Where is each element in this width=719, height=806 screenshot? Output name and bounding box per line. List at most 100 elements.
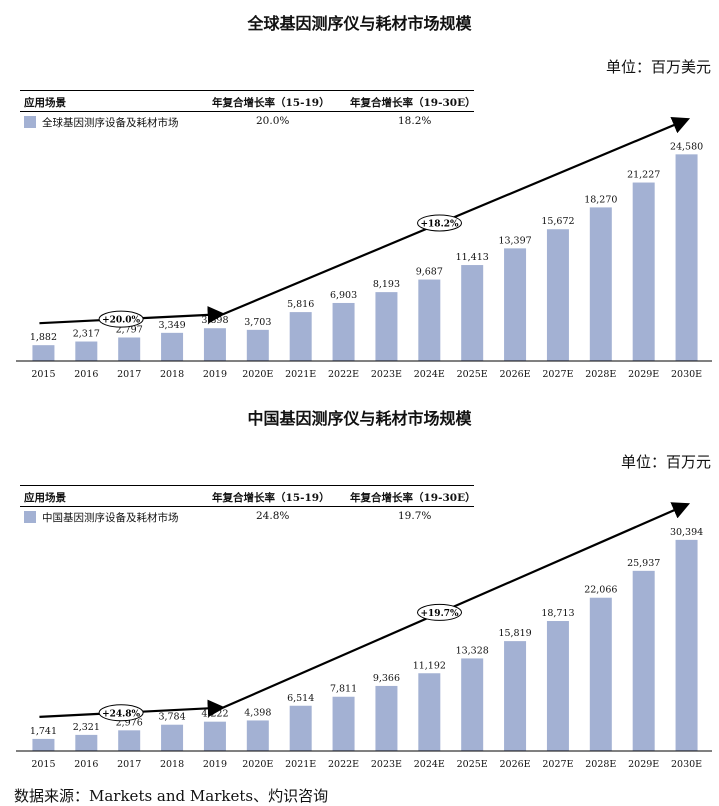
x-tick-label: 2023E [371, 369, 402, 380]
legend-series: 中国基因测序设备及耗材市场 [24, 510, 179, 525]
bar [461, 658, 484, 751]
data-label: 4,222 [201, 709, 228, 720]
legend-swatch [24, 511, 36, 523]
data-label: 6,903 [330, 290, 357, 301]
bar [203, 721, 226, 751]
data-label: 13,328 [456, 645, 489, 656]
unit-label: 单位：百万美元 [605, 58, 711, 76]
x-tick-label: 2016 [74, 759, 98, 770]
data-label: 3,349 [158, 320, 185, 331]
legend-header: 应用场景 年复合增长率（15-19） 年复合增长率（19-30E） [20, 90, 476, 112]
data-label: 18,270 [584, 194, 617, 205]
data-label: 11,192 [413, 660, 446, 671]
bar [161, 724, 184, 751]
source-note: 数据来源：Markets and Markets、灼识咨询 [14, 787, 329, 805]
chart-title: 全球基因测序仪与耗材市场规模 [247, 14, 472, 33]
bar [632, 182, 655, 361]
x-tick-label: 2030E [671, 759, 702, 770]
bar [589, 207, 612, 361]
x-tick-label: 2017 [117, 369, 141, 380]
bar [375, 292, 398, 361]
x-tick-label: 2022E [328, 369, 359, 380]
legend-cagr-2: 18.2% [398, 115, 432, 127]
bar [675, 539, 698, 751]
data-label: 2,321 [73, 722, 100, 733]
bar [675, 154, 698, 361]
bar [75, 734, 98, 751]
x-tick-label: 2020E [242, 759, 273, 770]
bar [375, 685, 398, 751]
bar [332, 696, 355, 751]
bar [32, 738, 55, 751]
x-tick-label: 2022E [328, 759, 359, 770]
data-label: 5,816 [287, 299, 314, 310]
x-tick-label: 2019 [203, 369, 227, 380]
bar [75, 341, 98, 361]
x-tick-label: 2025E [457, 369, 488, 380]
legend-header: 应用场景 年复合增长率（15-19） 年复合增长率（19-30E） [20, 485, 476, 507]
legend-table: 应用场景 年复合增长率（15-19） 年复合增长率（19-30E） 全球基因测序… [20, 90, 476, 132]
bar [546, 621, 569, 751]
data-label: 15,672 [541, 216, 574, 227]
bar [461, 265, 484, 361]
x-tick-label: 2027E [542, 369, 573, 380]
data-label: 21,227 [627, 170, 660, 181]
data-label: 7,811 [330, 684, 357, 695]
x-tick-label: 2028E [585, 759, 616, 770]
bar [332, 302, 355, 361]
data-label: 3,703 [244, 317, 271, 328]
legend-cagr-1: 24.8% [256, 510, 290, 522]
data-label: 6,514 [287, 693, 314, 704]
legend-cagr-2: 19.7% [398, 510, 432, 522]
x-tick-label: 2027E [542, 759, 573, 770]
data-label: 3,784 [158, 712, 185, 723]
bar [504, 641, 527, 751]
bar [504, 248, 527, 361]
data-label: 4,398 [244, 707, 271, 718]
data-label: 22,066 [584, 585, 617, 596]
x-tick-label: 2016 [74, 369, 98, 380]
legend-series-name: 中国基因测序设备及耗材市场 [42, 512, 179, 524]
china-chart: 中国基因测序仪与耗材市场规模 单位：百万元 应用场景 年复合增长率（15-19）… [0, 395, 719, 780]
bar [203, 328, 226, 361]
bar [118, 337, 141, 361]
data-label: 13,397 [498, 235, 531, 246]
legend-header-cagr-1: 年复合增长率（15-19） [212, 97, 330, 109]
x-tick-label: 2018 [160, 369, 184, 380]
cagr-annotation: +18.2% [417, 214, 463, 232]
legend-header-scene: 应用场景 [24, 492, 66, 504]
x-tick-label: 2018 [160, 759, 184, 770]
x-tick-label: 2021E [285, 369, 316, 380]
data-label: 25,937 [627, 558, 660, 569]
svg-text:+24.8%: +24.8% [102, 709, 140, 719]
x-tick-label: 2026E [500, 759, 531, 770]
plot-area: 1,882 2015 2,317 2016 2,797 2017 3,349 2018 3,89… [16, 116, 712, 380]
bar [589, 597, 612, 751]
bar [246, 329, 269, 361]
global-chart: 全球基因测序仪与耗材市场规模 单位：百万美元 应用场景 年复合增长率（15-19… [0, 0, 719, 390]
x-tick-label: 2019 [203, 759, 227, 770]
cagr-annotation: +19.7% [417, 603, 463, 621]
svg-text:+18.2%: +18.2% [421, 219, 459, 229]
bar [546, 229, 569, 361]
legend-series: 全球基因测序设备及耗材市场 [24, 115, 179, 130]
x-tick-label: 2017 [117, 759, 141, 770]
bar [118, 730, 141, 751]
x-tick-label: 2023E [371, 759, 402, 770]
data-label: 8,193 [373, 279, 400, 290]
bar [418, 279, 441, 361]
x-tick-label: 2029E [628, 369, 659, 380]
x-tick-label: 2015 [31, 369, 55, 380]
data-label: 1,741 [30, 726, 57, 737]
data-label: 2,317 [73, 329, 100, 340]
bar [418, 673, 441, 751]
data-label: 9,687 [416, 267, 443, 278]
x-tick-label: 2029E [628, 759, 659, 770]
bar [32, 345, 55, 361]
data-label: 2,976 [116, 717, 143, 728]
x-tick-label: 2030E [671, 369, 702, 380]
bar [289, 705, 312, 751]
bar [289, 312, 312, 361]
x-tick-label: 2024E [414, 759, 445, 770]
plot-area: 1,741 2015 2,321 2016 2,976 2017 3,784 2018 4,22… [16, 502, 712, 770]
